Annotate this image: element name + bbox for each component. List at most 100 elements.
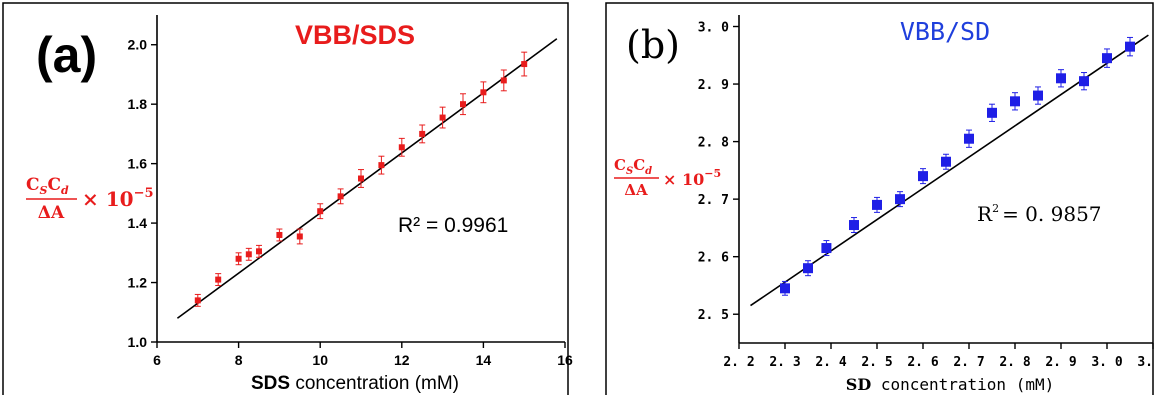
point-marker xyxy=(296,233,303,240)
point-marker xyxy=(337,193,344,200)
point-marker xyxy=(521,61,528,68)
point-marker xyxy=(821,243,832,254)
point-marker xyxy=(1102,53,1112,64)
x-tick-label: 3. 0 xyxy=(1091,355,1122,370)
point-marker xyxy=(358,175,364,182)
ylabel-b-c2: C xyxy=(633,156,645,174)
x-tick-label: 16 xyxy=(557,352,573,368)
data-point xyxy=(1079,72,1089,91)
panel-a-data-points xyxy=(194,51,528,307)
x-tick-label: 2. 7 xyxy=(953,355,984,370)
y-tick-label: 1.8 xyxy=(128,96,148,112)
annotation-b-r: R xyxy=(977,202,993,226)
data-point xyxy=(398,137,405,157)
svg-text:CSCd: CSCd xyxy=(26,175,69,197)
data-point xyxy=(1125,36,1135,57)
y-tick-label: 2. 9 xyxy=(698,78,729,93)
data-point xyxy=(317,203,324,220)
data-point xyxy=(276,228,283,242)
y-tick-label: 2. 5 xyxy=(698,308,729,323)
point-marker xyxy=(780,283,790,294)
data-point xyxy=(895,191,905,208)
panel-a-axes: 6 8 10 12 14 16 1.0 1.2 1.4 1.6 1.8 2.0 xyxy=(128,15,573,368)
point-marker xyxy=(1079,76,1089,87)
y-tick-label: 2. 8 xyxy=(698,136,729,151)
panel-b: (b) VBB/SD CSCd ΔA × 10−5 R2 = 0. 9857 SD… xyxy=(605,2,1156,395)
x-tick-label: 2. 9 xyxy=(1045,355,1076,370)
ylabel-b-multiplier: × 10 xyxy=(663,170,704,189)
x-tick-label: 14 xyxy=(476,352,492,368)
xlabel-a-rest: concentration (mM) xyxy=(290,373,459,394)
data-point xyxy=(1033,86,1043,105)
svg-text:× 10−5: × 10−5 xyxy=(663,167,721,189)
data-point xyxy=(964,129,974,148)
data-point xyxy=(1010,92,1020,111)
point-marker xyxy=(439,114,446,121)
panel-b-x-axis-label: SD concentration (mM) xyxy=(846,375,1054,394)
x-tick-label: 8 xyxy=(235,352,243,368)
xlabel-a-bold: SDS xyxy=(251,373,290,394)
point-marker xyxy=(1056,73,1066,84)
data-point xyxy=(780,280,790,296)
data-point xyxy=(235,252,242,266)
y-tick-label: 1.4 xyxy=(128,215,148,231)
ylabel-b-denominator: ΔA xyxy=(624,181,648,199)
data-point xyxy=(439,106,446,129)
point-marker xyxy=(215,276,222,283)
x-tick-label: 6 xyxy=(153,352,161,368)
y-tick-label: 1.2 xyxy=(128,275,148,291)
panel-a-fit-line xyxy=(176,38,558,319)
data-point xyxy=(480,81,487,104)
data-point xyxy=(419,124,426,144)
point-marker xyxy=(378,162,385,169)
point-marker xyxy=(194,297,201,304)
ylabel-b-c1: C xyxy=(614,156,626,174)
data-point xyxy=(460,93,466,116)
x-tick-label: 3. 1 xyxy=(1137,355,1156,370)
data-point xyxy=(821,240,832,257)
x-tick-label: 2. 2 xyxy=(723,355,754,370)
panel-a-y-axis-label: CSCd ΔA × 10−5 xyxy=(26,175,154,223)
panel-a-annotation: R² = 0.9961 xyxy=(398,214,508,237)
ylabel-a-multiplier: × 10 xyxy=(82,187,134,211)
ylabel-b-sub1: S xyxy=(626,166,633,177)
y-tick-label: 2. 6 xyxy=(698,251,729,266)
point-marker xyxy=(276,231,283,238)
point-marker xyxy=(245,251,252,258)
panel-b-axes: 2. 2 2. 3 2. 4 2. 5 2. 6 2. 7 2. 8 2. 9 3. 0 3. 1… xyxy=(698,15,1156,370)
panel-b-data-points xyxy=(780,36,1135,296)
panel-a-title: VBB/SDS xyxy=(295,20,415,50)
ylabel-a-sub1: S xyxy=(40,184,48,197)
panel-a-label: (a) xyxy=(36,27,97,83)
x-tick-label: 2. 6 xyxy=(907,355,938,370)
y-tick-label: 1.0 xyxy=(128,334,148,350)
ylabel-a-denominator: ΔA xyxy=(38,203,65,223)
point-marker xyxy=(419,130,426,137)
point-marker xyxy=(480,89,487,96)
data-point xyxy=(378,155,385,175)
data-point xyxy=(245,247,252,261)
point-marker xyxy=(235,255,242,262)
data-point xyxy=(296,228,303,245)
data-point xyxy=(872,196,882,213)
panel-a-x-axis-label: SDS concentration (mM) xyxy=(251,373,459,394)
point-marker xyxy=(964,133,974,144)
x-tick-label: 2. 3 xyxy=(769,355,800,370)
point-marker xyxy=(1033,90,1043,101)
y-tick-label: 3. 0 xyxy=(698,21,729,36)
x-tick-label: 12 xyxy=(394,352,410,368)
x-tick-label: 2. 8 xyxy=(999,355,1030,370)
point-marker xyxy=(849,220,859,231)
ylabel-b-exponent: −5 xyxy=(704,167,721,180)
point-marker xyxy=(872,199,882,210)
point-marker xyxy=(460,101,466,108)
data-point xyxy=(358,169,364,188)
point-marker xyxy=(1010,96,1020,107)
ylabel-a-c1: C xyxy=(26,175,40,195)
data-point xyxy=(256,244,262,258)
panel-b-title: VBB/SD xyxy=(900,17,990,46)
point-marker xyxy=(500,77,507,84)
point-marker xyxy=(256,248,262,255)
data-point xyxy=(337,188,344,205)
